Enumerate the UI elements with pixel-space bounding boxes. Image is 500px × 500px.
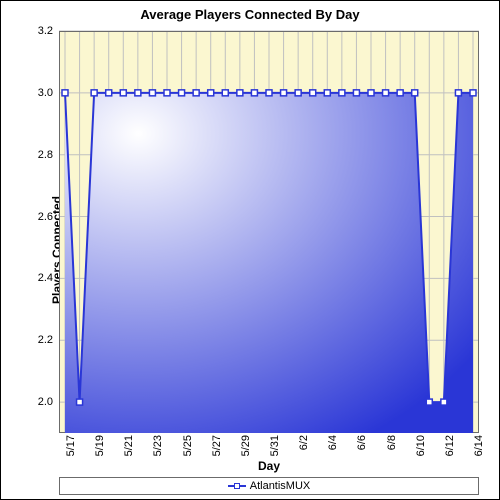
x-tick: 5/25	[182, 435, 194, 475]
x-tick: 6/2	[298, 435, 310, 475]
chart-svg	[59, 31, 479, 433]
y-tick: 2.6	[13, 211, 53, 223]
y-tick: 2.2	[13, 334, 53, 346]
plot-area	[59, 31, 479, 433]
x-tick: 5/21	[123, 435, 135, 475]
x-tick: 5/17	[65, 435, 77, 475]
x-tick: 6/14	[473, 435, 485, 475]
chart-panel: Average Players Connected By Day Players…	[0, 0, 500, 500]
x-tick: 6/12	[444, 435, 456, 475]
x-tick: 5/29	[240, 435, 252, 475]
x-tick: 6/6	[356, 435, 368, 475]
legend-swatch	[228, 481, 246, 491]
x-tick: 5/31	[269, 435, 281, 475]
y-tick: 2.8	[13, 149, 53, 161]
y-tick: 3.2	[13, 25, 53, 37]
x-tick: 5/27	[211, 435, 223, 475]
legend-marker-icon	[234, 483, 240, 489]
x-tick: 6/4	[327, 435, 339, 475]
legend: AtlantisMUX	[59, 477, 479, 495]
legend-label: AtlantisMUX	[250, 480, 311, 492]
y-tick: 2.0	[13, 396, 53, 408]
x-tick: 5/23	[152, 435, 164, 475]
y-tick: 3.0	[13, 87, 53, 99]
x-tick: 5/19	[94, 435, 106, 475]
y-tick: 2.4	[13, 272, 53, 284]
x-tick: 6/8	[386, 435, 398, 475]
chart-title: Average Players Connected By Day	[1, 7, 499, 22]
x-tick: 6/10	[415, 435, 427, 475]
